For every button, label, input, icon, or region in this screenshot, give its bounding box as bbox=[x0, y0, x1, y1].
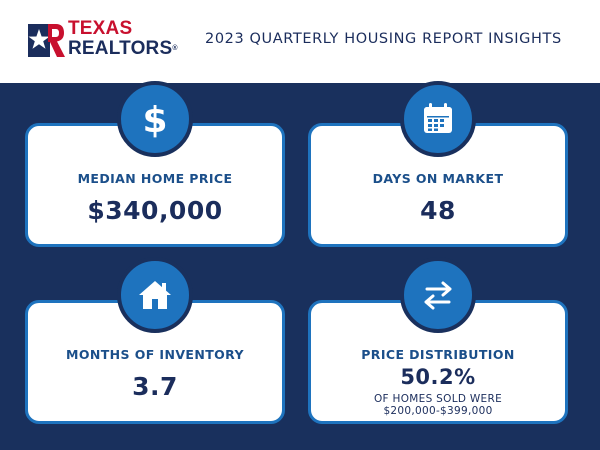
swap-arrows-icon bbox=[424, 281, 452, 310]
house-icon bbox=[139, 281, 171, 309]
card-note-line2: $200,000-$399,000 bbox=[383, 405, 493, 417]
texas-realtors-logo: TEXAS REALTORS® bbox=[26, 18, 178, 62]
calendar-badge bbox=[400, 81, 476, 157]
card-label: DAYS ON MARKET bbox=[372, 171, 504, 186]
card-value: 50.2% bbox=[400, 365, 476, 389]
card-value: $340,000 bbox=[87, 196, 223, 225]
card-label: PRICE DISTRIBUTION bbox=[361, 347, 515, 362]
card-value: 48 bbox=[420, 196, 456, 225]
card-value: 3.7 bbox=[132, 372, 178, 401]
logo-text-realtors: REALTORS® bbox=[68, 38, 178, 59]
dollar-badge: $ bbox=[117, 81, 193, 157]
swap-badge bbox=[400, 257, 476, 333]
card-label: MEDIAN HOME PRICE bbox=[77, 171, 233, 186]
card-note-line1: OF HOMES SOLD WERE bbox=[373, 393, 503, 405]
house-badge bbox=[117, 257, 193, 333]
logo-text-texas: TEXAS bbox=[68, 18, 133, 39]
svg-text:$: $ bbox=[142, 100, 167, 139]
header: TEXAS REALTORS® 2023 QUARTERLY HOUSING R… bbox=[0, 0, 600, 83]
calendar-icon bbox=[424, 103, 452, 133]
card-label: MONTHS OF INVENTORY bbox=[66, 347, 244, 362]
page-title: 2023 QUARTERLY HOUSING REPORT INSIGHTS bbox=[205, 31, 562, 47]
texas-star-logo-icon bbox=[28, 24, 65, 57]
insights-panel: MEDIAN HOME PRICE $340,000 $ DAYS ON MAR… bbox=[0, 81, 600, 450]
dollar-sign-icon: $ bbox=[142, 100, 167, 139]
